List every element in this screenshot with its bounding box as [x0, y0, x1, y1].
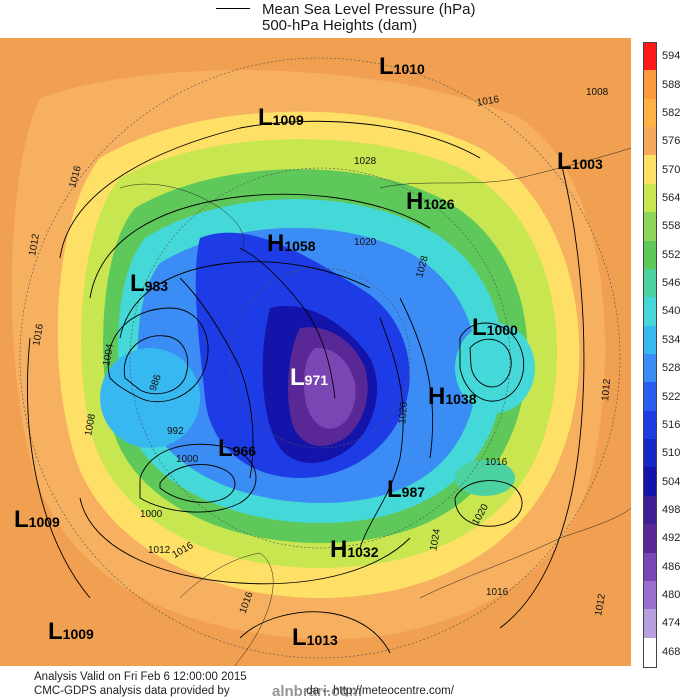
colorbar-tick-label: 528 — [662, 362, 681, 375]
pressure-center: H1032 — [330, 536, 379, 563]
colorbar-tick-label: 480 — [662, 589, 681, 602]
colorbar-segment — [643, 240, 657, 270]
data-source-credit: CMC-GDPS analysis data provided by da --… — [34, 685, 454, 697]
legend-heights-label: 500-hPa Heights (dam) — [262, 17, 418, 34]
pressure-center: L966 — [218, 435, 257, 462]
colorbar-tick-label: 588 — [662, 78, 681, 91]
pressure-center: H1038 — [428, 383, 477, 410]
contour-label: 1000 — [176, 454, 199, 465]
colorbar-segment — [643, 42, 657, 71]
colorbar-segment — [643, 524, 657, 554]
pressure-center: L971 — [290, 364, 329, 391]
colorbar-tick-label: 468 — [662, 645, 681, 658]
map-legend-header: Mean Sea Level Pressure (hPa) 500-hPa He… — [0, 0, 681, 38]
colorbar-segment — [643, 325, 657, 355]
colorbar-segment — [643, 495, 657, 525]
colorbar-tick-label: 516 — [662, 418, 681, 431]
pressure-center: L1009 — [258, 104, 304, 131]
colorbar-segment — [643, 268, 657, 298]
colorbar-tick-label: 474 — [662, 617, 681, 630]
pressure-center: H1058 — [267, 230, 316, 257]
isobars — [27, 120, 585, 654]
colorbar-tick-label: 582 — [662, 106, 681, 119]
contour-label: 1016 — [486, 587, 509, 598]
pressure-center: L987 — [387, 476, 426, 503]
colorbar-tick-label: 594 — [662, 50, 681, 63]
colorbar-tick-label: 498 — [662, 504, 681, 516]
colorbar-segment — [643, 382, 657, 412]
colorbar-tick-label: 522 — [662, 390, 681, 403]
colorbar-tick-label: 558 — [662, 220, 681, 233]
colorbar-tick-label: 576 — [662, 135, 681, 148]
pressure-center: L1009 — [14, 506, 60, 533]
colorbar-segment — [643, 580, 657, 610]
height-colorbar — [643, 42, 657, 668]
pressure-center: L1013 — [292, 624, 338, 651]
pressure-center: L1010 — [379, 53, 425, 80]
contour-label: 1020 — [354, 237, 377, 248]
colorbar-tick-label: 504 — [662, 475, 681, 488]
contour-label: 1012 — [600, 378, 614, 402]
contour-label: 992 — [167, 426, 184, 437]
colorbar-segment — [643, 70, 657, 100]
colorbar-segment — [643, 637, 657, 667]
colorbar-segment — [643, 98, 657, 128]
colorbar-tick-label: 486 — [662, 560, 681, 573]
colorbar-tick-label: 564 — [662, 192, 681, 204]
contour-legend-line — [216, 8, 250, 9]
contour-label: 1012 — [148, 545, 171, 556]
colorbar-segment — [643, 183, 657, 213]
colorbar-tick-label: 570 — [662, 163, 681, 176]
colorbar-tick-label: 552 — [662, 248, 681, 261]
legend-mslp-label: Mean Sea Level Pressure (hPa) — [262, 1, 476, 18]
map-footer: Analysis Valid on Fri Feb 6 12:00:00 201… — [0, 669, 681, 700]
contour-label: 1020 — [397, 401, 411, 425]
colorbar-segment — [643, 439, 657, 468]
colorbar-segment — [643, 155, 657, 185]
pressure-center: L1009 — [48, 618, 94, 645]
weather-map-svg — [0, 38, 631, 666]
low-pacific-blob — [100, 348, 200, 448]
colorbar-tick-label: 546 — [662, 277, 681, 290]
colorbar-segment — [643, 354, 657, 383]
colorbar-tick-label: 492 — [662, 532, 681, 545]
pressure-center: L1003 — [557, 148, 603, 175]
colorbar-segment — [643, 467, 657, 497]
contour-label: 1000 — [140, 509, 163, 520]
colorbar-tick-label: 540 — [662, 305, 681, 318]
contour-label: 1016 — [485, 457, 508, 468]
lat-circles — [19, 57, 621, 659]
colorbar-tick-label: 510 — [662, 447, 681, 460]
colorbar-border — [643, 42, 657, 668]
colorbar-segment — [643, 410, 657, 440]
colorbar-segment — [643, 552, 657, 582]
colorbar-segment — [643, 297, 657, 327]
pressure-center: L1000 — [472, 314, 518, 341]
band-486 — [303, 347, 356, 429]
coastlines — [119, 147, 631, 666]
colorbar-segment — [643, 127, 657, 156]
watermark: alnbrari.com — [272, 683, 363, 700]
colorbar-segment — [643, 609, 657, 639]
colorbar-segment — [643, 212, 657, 242]
weather-map — [0, 38, 631, 666]
contour-label: 1028 — [354, 156, 377, 167]
contour-label: 1008 — [586, 87, 609, 98]
pressure-center: H1026 — [406, 188, 455, 215]
low-europe-blob — [455, 460, 515, 496]
analysis-valid-time: Analysis Valid on Fri Feb 6 12:00:00 201… — [34, 671, 247, 683]
colorbar-tick-label: 534 — [662, 333, 681, 346]
pressure-center: L983 — [130, 270, 169, 297]
